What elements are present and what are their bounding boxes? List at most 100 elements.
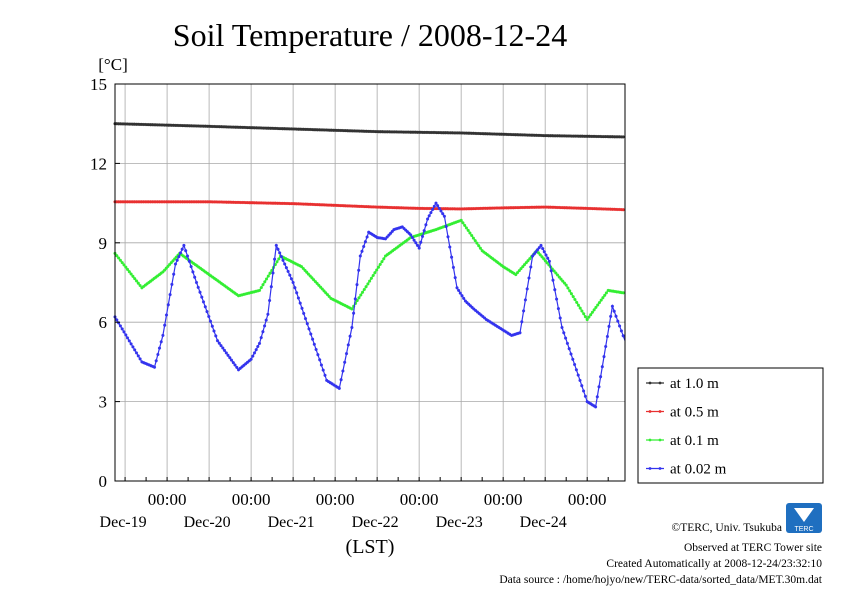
- series-point: [125, 267, 130, 271]
- series-point: [590, 310, 594, 314]
- series-point: [264, 277, 269, 281]
- series-point: [607, 324, 611, 328]
- series-point: [528, 257, 532, 261]
- legend-marker: [658, 410, 662, 413]
- series-point: [291, 280, 295, 285]
- series-point: [475, 241, 479, 245]
- series-point: [542, 257, 546, 261]
- x-tick-time: 00:00: [568, 490, 607, 509]
- series-point: [376, 265, 381, 269]
- series-point: [180, 247, 184, 251]
- series-point: [436, 204, 440, 208]
- series-point: [157, 346, 162, 350]
- series-point: [118, 324, 122, 328]
- series-point: [229, 358, 234, 362]
- series-point: [357, 268, 361, 272]
- series-point: [619, 329, 623, 333]
- series-at-0-1-m: [113, 218, 626, 322]
- series-point: [226, 353, 230, 357]
- series-point: [582, 389, 586, 393]
- series-point: [531, 254, 535, 258]
- series-point: [371, 273, 375, 278]
- series-point: [300, 306, 304, 310]
- series-point: [562, 281, 567, 285]
- series-point: [422, 229, 426, 233]
- series-point: [214, 334, 218, 338]
- series-point: [409, 233, 413, 237]
- y-tick-label: 12: [90, 154, 107, 173]
- legend-marker: [658, 467, 662, 470]
- series-point: [597, 301, 601, 305]
- series-point: [564, 283, 568, 287]
- series-point: [519, 267, 523, 271]
- series-point: [583, 315, 587, 319]
- series-point: [131, 274, 135, 278]
- series-point: [224, 351, 228, 355]
- series-point: [520, 320, 524, 324]
- legend-label: at 0.1 m: [670, 433, 719, 449]
- legend-items: at 1.0 m at 0.5 m at 0.1 m at 0.02 m: [646, 376, 727, 478]
- series-point: [536, 248, 540, 252]
- series-point: [544, 253, 548, 257]
- series-point: [609, 314, 613, 318]
- series-point: [163, 268, 167, 272]
- series-point: [558, 316, 562, 320]
- series-point: [344, 352, 349, 356]
- series-point: [451, 265, 455, 269]
- x-ticks: 00:00Dec-1900:00Dec-2000:00Dec-2100:00De…: [100, 477, 609, 531]
- series-point: [269, 285, 273, 289]
- series-point: [350, 325, 354, 330]
- series-point: [296, 296, 300, 300]
- series-point: [196, 285, 200, 289]
- series-point: [257, 341, 262, 345]
- y-tick-label: 15: [90, 75, 107, 94]
- series-point: [263, 324, 267, 328]
- series-point: [462, 296, 466, 300]
- series-point: [222, 348, 227, 352]
- series-point: [346, 343, 350, 347]
- series-point: [161, 333, 165, 337]
- series-point: [604, 344, 608, 349]
- series-point: [184, 249, 188, 253]
- series-point: [221, 346, 225, 350]
- series-point: [257, 288, 262, 292]
- series-point: [178, 251, 183, 255]
- series-point: [585, 318, 589, 322]
- series-point: [131, 345, 135, 349]
- series-point: [424, 223, 428, 227]
- series-point: [557, 275, 561, 279]
- series-point: [362, 244, 366, 249]
- series-point: [122, 330, 126, 334]
- series-point: [587, 315, 591, 319]
- series-point: [273, 257, 277, 261]
- x-tick-date: Dec-19: [100, 514, 147, 531]
- y-axis-label: [°C]: [98, 55, 127, 74]
- series-point: [276, 247, 280, 251]
- legend-label: at 1.0 m: [670, 376, 719, 392]
- series-point: [603, 293, 607, 297]
- series-point: [621, 291, 625, 295]
- series-point: [301, 266, 305, 271]
- series-point: [295, 291, 299, 295]
- series-point: [525, 287, 529, 291]
- series-point: [580, 309, 584, 313]
- series-point: [576, 373, 580, 377]
- series-point: [545, 261, 549, 265]
- series-point: [261, 330, 265, 334]
- series-point: [385, 235, 389, 239]
- series-point: [538, 253, 542, 257]
- series-point: [289, 277, 293, 281]
- series-point: [364, 285, 368, 289]
- series-point: [478, 246, 482, 250]
- series-point: [268, 271, 272, 275]
- series-point: [571, 295, 575, 299]
- series-point: [473, 239, 477, 243]
- series-point: [534, 250, 538, 254]
- series-point: [446, 235, 450, 239]
- credit-source: Data source : /home/hojyo/new/TERC-data/…: [499, 574, 822, 586]
- series-point: [274, 243, 278, 247]
- credit-site: Observed at TERC Tower site: [684, 542, 822, 554]
- series-point: [166, 264, 170, 268]
- x-tick-date: Dec-22: [352, 514, 399, 531]
- series-point: [283, 262, 287, 266]
